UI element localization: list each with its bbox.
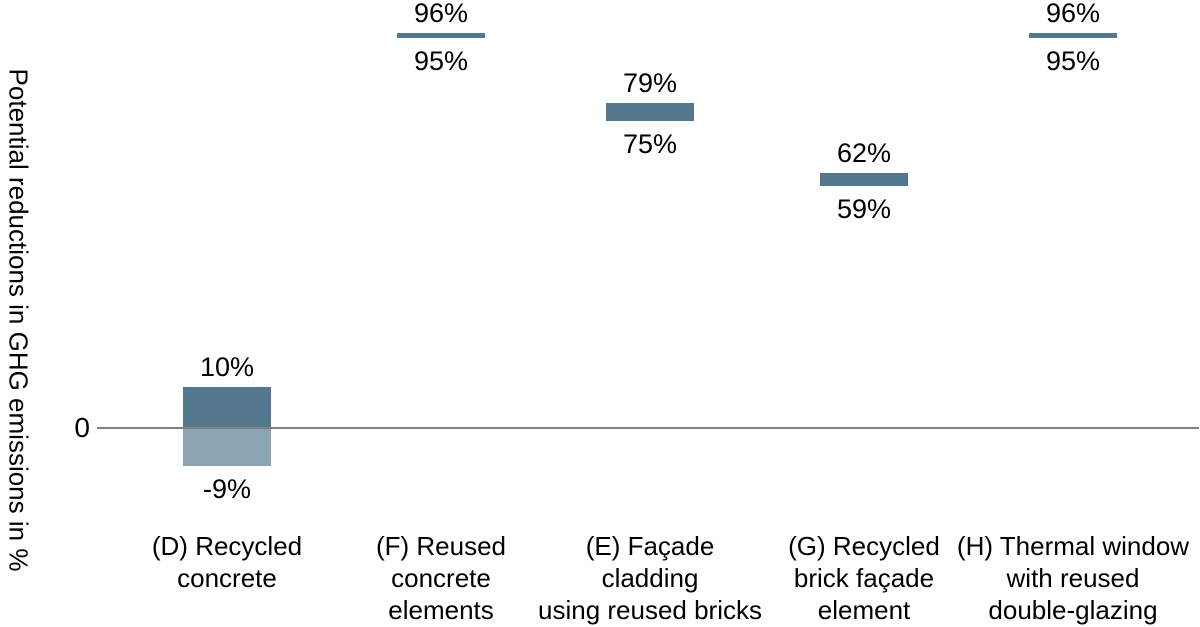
category-label-F: (F) Reused concrete elements — [375, 531, 507, 625]
bar-H-high-value-label: 96% — [1045, 0, 1101, 29]
category-label-G: (G) Recycled brick façade element — [788, 531, 940, 625]
bar-D-low-value-label: -9% — [202, 474, 251, 505]
category-label-E: (E) Façade cladding using reused bricks — [538, 531, 762, 625]
bar-H-positive-segment — [1029, 33, 1117, 39]
bar-G-low-value-label: 59% — [836, 194, 892, 225]
zero-tick-label: 0 — [74, 412, 90, 443]
zero-baseline — [97, 427, 1199, 429]
category-label-H: (H) Thermal window with reused double-gl… — [956, 531, 1190, 625]
bar-F-high-value-label: 96% — [413, 0, 469, 29]
bar-F-positive-segment — [397, 33, 485, 39]
category-label-D: (D) Recycled concrete — [151, 531, 303, 593]
bar-E-high-value-label: 79% — [622, 68, 678, 99]
bar-F-low-value-label: 95% — [413, 46, 469, 77]
bar-D-high-value-label: 10% — [199, 351, 255, 382]
y-axis-label: Potential reductions in GHG emissions in… — [3, 68, 34, 572]
bar-E-positive-segment — [606, 103, 694, 121]
bar-G-high-value-label: 62% — [836, 138, 892, 168]
bar-E-low-value-label: 75% — [622, 128, 678, 159]
bar-D-negative-segment — [183, 428, 271, 466]
bar-G-positive-segment — [820, 172, 908, 187]
bar-D-positive-segment — [183, 386, 271, 429]
bar-H-low-value-label: 95% — [1045, 46, 1101, 77]
